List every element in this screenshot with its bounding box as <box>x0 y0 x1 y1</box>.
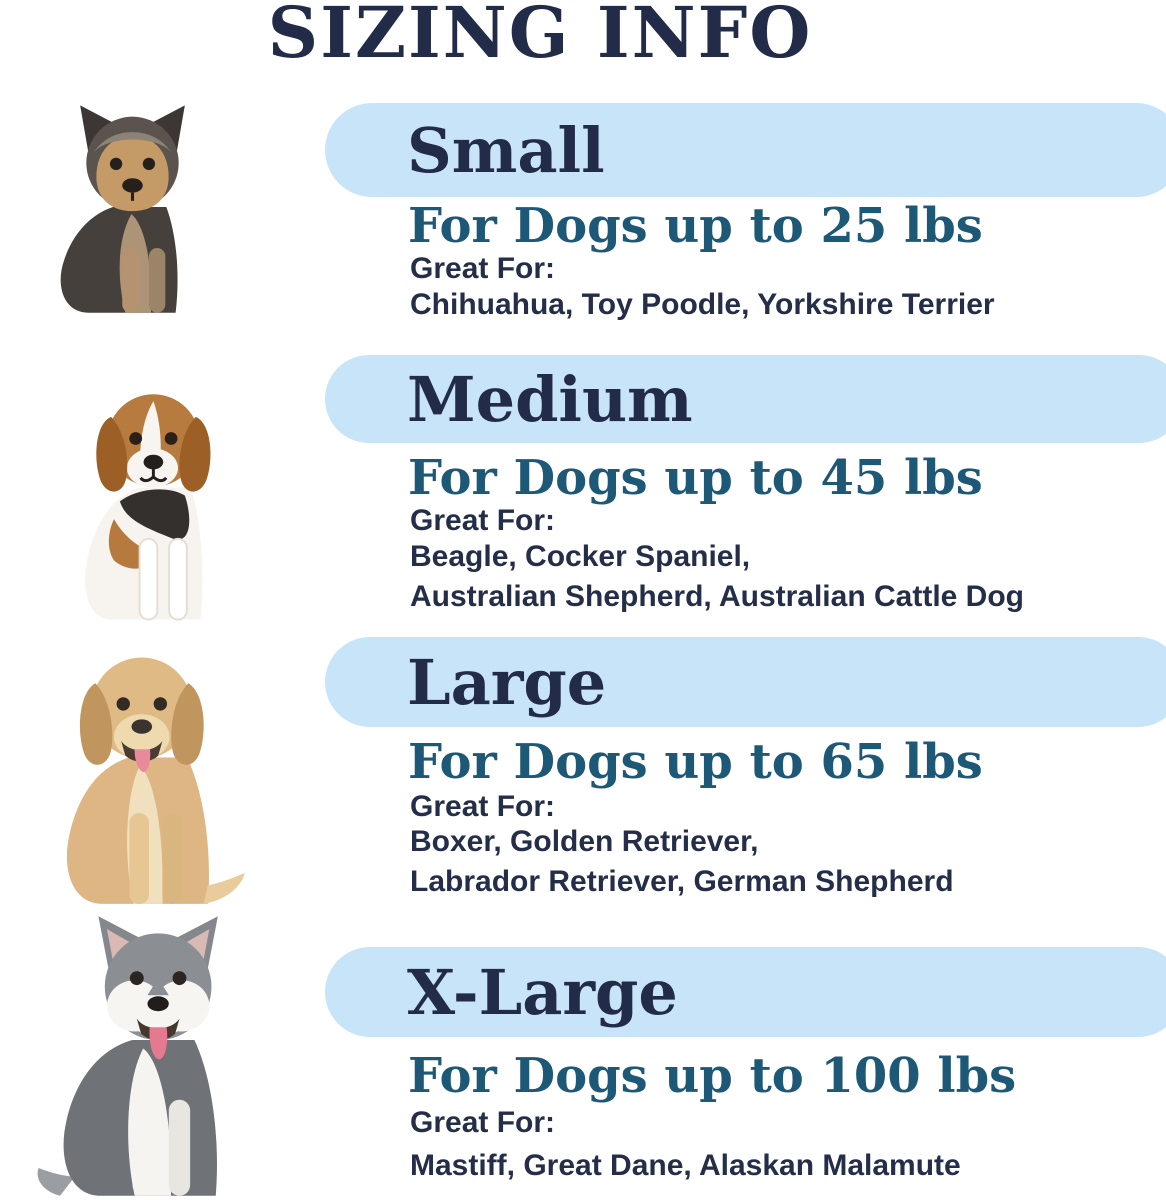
dog-icon <box>85 394 211 621</box>
breed-line: Chihuahua, Toy Poodle, Yorkshire Terrier <box>410 288 995 321</box>
breed-line: Beagle, Cocker Spaniel, <box>410 540 751 573</box>
size-label: X-Large <box>407 955 678 1029</box>
size-label: Medium <box>407 362 693 436</box>
breed-list: Boxer, Golden Retriever, Labrador Retrie… <box>410 822 954 902</box>
weight-range: For Dogs up to 45 lbs <box>408 450 983 506</box>
size-banner-medium: Medium <box>325 355 1166 443</box>
breed-line: Boxer, Golden Retriever, <box>410 825 759 858</box>
size-label: Small <box>407 113 605 187</box>
weight-range: For Dogs up to 100 lbs <box>408 1048 1017 1104</box>
breed-line: Australian Shepherd, Australian Cattle D… <box>410 580 1024 613</box>
great-for-label: Great For: <box>410 504 556 537</box>
alaskan-malamute-image <box>12 912 300 1200</box>
breed-list: Mastiff, Great Dane, Alaskan Malamute <box>410 1146 961 1186</box>
page-title: SIZING INFO <box>267 0 813 74</box>
breed-list: Beagle, Cocker Spaniel, Australian Sheph… <box>410 537 1024 617</box>
breed-line: Mastiff, Great Dane, Alaskan Malamute <box>410 1149 961 1182</box>
breed-list: Chihuahua, Toy Poodle, Yorkshire Terrier <box>410 285 995 325</box>
weight-range: For Dogs up to 25 lbs <box>408 198 983 254</box>
dog-icon <box>37 916 218 1196</box>
golden-retriever-image <box>28 640 270 908</box>
size-label: Large <box>407 645 607 719</box>
weight-range: For Dogs up to 65 lbs <box>408 734 983 790</box>
size-banner-large: Large <box>325 637 1166 727</box>
size-banner-xlarge: X-Large <box>325 947 1166 1037</box>
size-banner-small: Small <box>325 103 1166 197</box>
dog-icon <box>60 105 185 313</box>
beagle-image <box>55 368 237 626</box>
great-for-label: Great For: <box>410 252 556 285</box>
breed-line: Labrador Retriever, German Shepherd <box>410 865 954 898</box>
yorkshire-terrier-image <box>35 98 230 316</box>
dog-icon <box>66 657 245 904</box>
great-for-label: Great For: <box>410 1106 556 1139</box>
great-for-label: Great For: <box>410 790 556 823</box>
